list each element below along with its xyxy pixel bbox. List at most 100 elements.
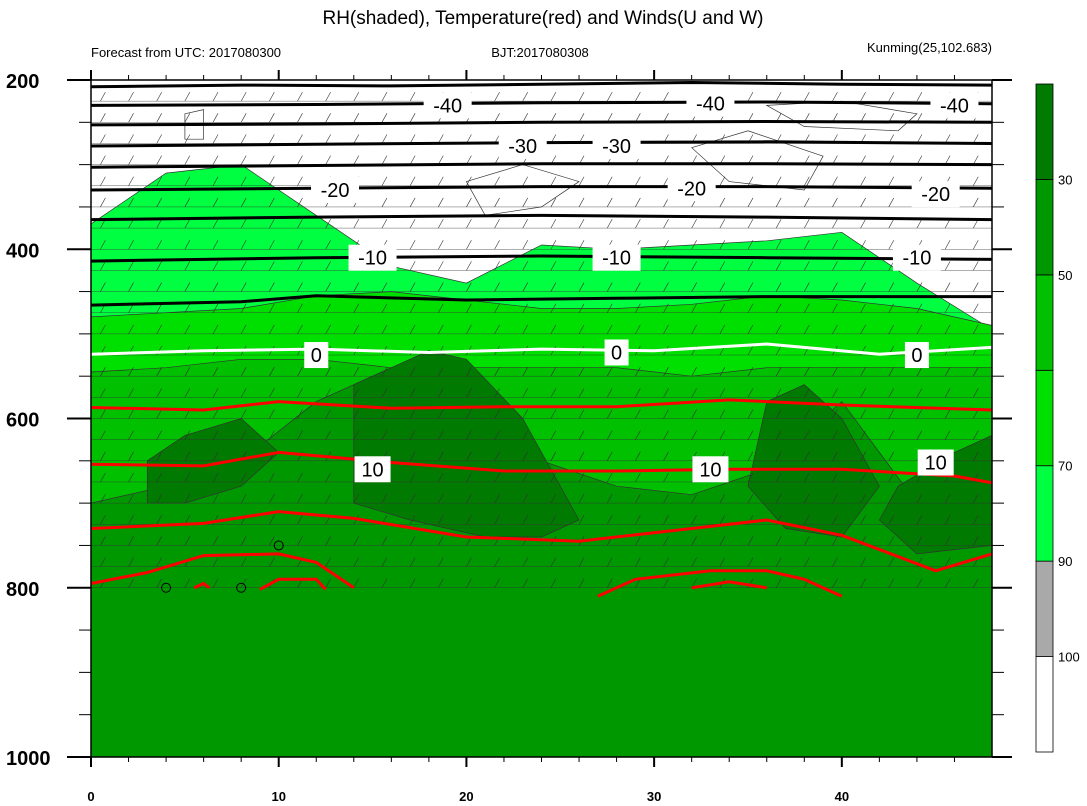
subtitle-station: Kunming(25,102.683) [867, 40, 992, 55]
wind-barb [325, 388, 331, 398]
wind-barb [128, 134, 134, 144]
wind-barb [437, 578, 444, 588]
wind-barb [437, 240, 444, 250]
wind-barb [466, 303, 472, 313]
wind-barb [832, 303, 838, 313]
wind-barb [663, 80, 664, 81]
wind-barb [494, 557, 500, 567]
wind-barb [719, 515, 726, 525]
wind-barb [691, 536, 697, 546]
wind-barb [804, 218, 810, 229]
wind-barb [269, 155, 275, 165]
wind-barb [860, 557, 866, 567]
wind-barb [437, 218, 444, 229]
wind-barb [184, 155, 191, 165]
wind-barb [719, 176, 726, 186]
wind-barb [916, 92, 923, 102]
wind-barb [269, 557, 275, 567]
wind-barb [494, 472, 500, 483]
wind-barb [212, 282, 219, 292]
wind-barb [297, 80, 298, 81]
rh-patch-4 [465, 164, 580, 216]
wind-barb [944, 430, 951, 440]
wind-barb [353, 493, 360, 504]
wind-barb [719, 282, 726, 292]
wind-barb [353, 388, 360, 398]
wind-barb [184, 282, 191, 292]
isotherm-label-box [692, 456, 729, 483]
wind-barb [409, 113, 416, 123]
colorbar-box [1035, 560, 1054, 657]
isotherm-line [91, 342, 992, 356]
wind-barb [297, 155, 303, 165]
wind-barb [888, 472, 895, 483]
wind-barb [578, 324, 585, 335]
wind-barb [747, 240, 754, 250]
wind-barb [184, 80, 186, 81]
isotherm-label: -20 [921, 184, 950, 206]
wind-barb [381, 536, 388, 546]
wind-barb [804, 388, 810, 398]
colorbar-label: 30 [1058, 172, 1072, 187]
wind-barb [494, 197, 500, 208]
wind-barb [100, 451, 106, 461]
wind-barb [494, 113, 500, 123]
wind-barb [606, 282, 613, 292]
wind-barb [437, 282, 444, 292]
wind-barb [240, 282, 247, 292]
wind-barb [409, 176, 416, 186]
wind-barb [325, 536, 331, 546]
wind-barb [156, 113, 162, 123]
wind-barb [297, 261, 303, 271]
wind-barb [297, 282, 303, 292]
isotherm-label: -40 [433, 95, 462, 117]
wind-barb [156, 515, 162, 525]
isotherm-label: 10 [699, 459, 721, 481]
isotherm-label-box [592, 133, 641, 160]
wind-barb [860, 261, 866, 271]
wind-barb [269, 92, 275, 102]
wind-barb [832, 367, 838, 377]
wind-barb [240, 134, 247, 144]
wind-barb [353, 367, 360, 377]
x-tick-label: 20 [459, 789, 473, 804]
wind-barb [212, 578, 219, 588]
wind-barb [916, 409, 923, 419]
wind-barb [944, 578, 951, 588]
wind-barb [550, 515, 557, 525]
wind-barb [381, 218, 388, 229]
wind-barb [212, 557, 219, 567]
wind-barb [663, 261, 669, 271]
wind-barb [409, 578, 416, 588]
wind-barb [353, 430, 360, 440]
wind-barb [606, 557, 613, 567]
wind-barb [128, 113, 134, 123]
wind-barb [100, 367, 106, 377]
wind-barb [212, 176, 219, 186]
wind-barb [888, 409, 895, 419]
wind-barb [494, 176, 500, 186]
wind-barb [240, 240, 247, 250]
wind-barb [635, 367, 641, 377]
wind-barb [466, 218, 472, 229]
wind-barb [944, 240, 951, 250]
x-tick-label: 0 [87, 789, 94, 804]
wind-barb [297, 134, 303, 144]
wind-barb [466, 282, 472, 292]
wind-barb [578, 388, 585, 398]
wind-barb [578, 303, 585, 313]
wind-barb [635, 197, 641, 208]
isotherm-label-box [311, 177, 360, 204]
wind-barb [578, 176, 585, 186]
wind-barb [156, 197, 162, 208]
wind-barb [128, 557, 134, 567]
isotherm-label-box [667, 175, 716, 202]
wind-barb [212, 197, 219, 208]
wind-barb [635, 92, 641, 102]
wind-barb [100, 261, 106, 271]
wind-barb [353, 218, 360, 229]
wind-barb [353, 557, 360, 567]
wind-barb [747, 409, 754, 419]
isotherm-label-box [354, 456, 391, 483]
wind-barb [916, 536, 923, 546]
